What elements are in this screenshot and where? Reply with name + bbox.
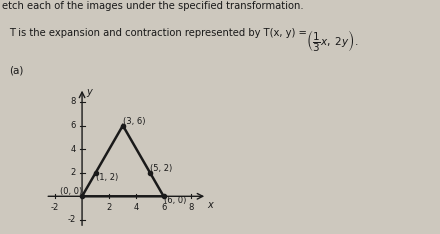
Text: 4: 4 — [134, 203, 139, 212]
Text: x: x — [207, 201, 213, 210]
Text: (3, 6): (3, 6) — [123, 117, 145, 125]
Text: 8: 8 — [70, 97, 76, 106]
Text: -2: -2 — [51, 203, 59, 212]
Text: (a): (a) — [9, 66, 23, 76]
Text: y: y — [86, 87, 92, 97]
Text: -2: -2 — [68, 215, 76, 224]
Polygon shape — [82, 125, 164, 196]
Text: (6, 0): (6, 0) — [164, 196, 186, 205]
Text: (5, 2): (5, 2) — [150, 164, 172, 173]
Text: etch each of the images under the specified transformation.: etch each of the images under the specif… — [2, 1, 304, 11]
Text: 6: 6 — [161, 203, 166, 212]
Text: 4: 4 — [71, 145, 76, 154]
Text: 2: 2 — [106, 203, 112, 212]
Text: $\left(\dfrac{1}{3}x,\ 2y\right).$: $\left(\dfrac{1}{3}x,\ 2y\right).$ — [306, 28, 358, 54]
Text: 2: 2 — [71, 168, 76, 177]
Text: (1, 2): (1, 2) — [95, 173, 118, 182]
Text: 8: 8 — [188, 203, 194, 212]
Text: 6: 6 — [70, 121, 76, 130]
Text: T is the expansion and contraction represented by T(x, y) =: T is the expansion and contraction repre… — [9, 28, 310, 38]
Text: (0, 0): (0, 0) — [60, 187, 82, 196]
